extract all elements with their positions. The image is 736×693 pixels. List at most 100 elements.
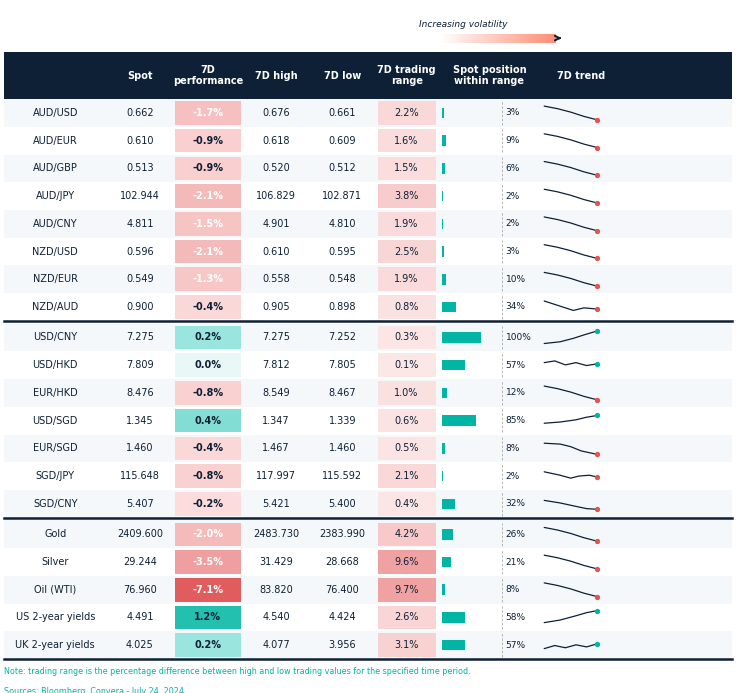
Bar <box>530 34 532 43</box>
Bar <box>378 606 436 629</box>
Text: Spot: Spot <box>127 71 152 80</box>
Bar <box>442 443 445 454</box>
Text: -0.4%: -0.4% <box>192 302 224 312</box>
Text: 0.905: 0.905 <box>262 302 290 312</box>
Bar <box>442 584 445 595</box>
Bar <box>4 155 732 182</box>
Bar <box>489 34 491 43</box>
Text: -3.5%: -3.5% <box>192 557 224 567</box>
Text: 4.901: 4.901 <box>262 219 290 229</box>
Bar <box>4 293 732 321</box>
Bar <box>378 157 436 180</box>
Bar <box>491 34 493 43</box>
Text: -1.5%: -1.5% <box>192 219 224 229</box>
Bar <box>442 34 444 43</box>
Text: 21%: 21% <box>506 558 526 566</box>
Bar <box>517 34 518 43</box>
Bar <box>446 34 447 43</box>
Bar <box>481 34 483 43</box>
Text: 7.275: 7.275 <box>126 333 154 342</box>
Bar <box>514 34 517 43</box>
Bar <box>4 52 732 99</box>
Bar <box>553 34 556 43</box>
Text: USD/HKD: USD/HKD <box>32 360 78 370</box>
Bar <box>461 34 464 43</box>
Bar <box>442 529 453 540</box>
Text: 0.2%: 0.2% <box>194 640 222 650</box>
Bar <box>536 34 538 43</box>
Text: USD/CNY: USD/CNY <box>33 333 77 342</box>
Text: 4.491: 4.491 <box>126 613 154 622</box>
Text: 7.252: 7.252 <box>328 333 356 342</box>
Bar <box>523 34 524 43</box>
Text: 2409.600: 2409.600 <box>117 529 163 539</box>
Bar <box>442 301 456 313</box>
Text: 0.610: 0.610 <box>262 247 290 256</box>
Text: 1.2%: 1.2% <box>194 613 222 622</box>
Text: 0.512: 0.512 <box>328 164 356 173</box>
Text: 8%: 8% <box>506 586 520 594</box>
Text: 106.829: 106.829 <box>256 191 296 201</box>
Bar <box>544 34 546 43</box>
Text: 1.9%: 1.9% <box>394 219 419 229</box>
Text: 7.275: 7.275 <box>262 333 290 342</box>
Bar <box>470 34 471 43</box>
Bar <box>442 471 443 482</box>
Text: 0.1%: 0.1% <box>394 360 419 370</box>
Text: 8.549: 8.549 <box>262 388 290 398</box>
Bar <box>4 407 732 435</box>
Text: 1.467: 1.467 <box>262 444 290 453</box>
Bar <box>442 612 465 623</box>
Bar <box>4 576 732 604</box>
Bar <box>540 34 542 43</box>
Text: 29.244: 29.244 <box>123 557 157 567</box>
Bar <box>475 34 477 43</box>
Bar <box>534 34 536 43</box>
Bar <box>464 34 465 43</box>
Bar <box>453 34 456 43</box>
Bar <box>175 464 241 488</box>
Bar <box>378 409 436 432</box>
Text: 3.8%: 3.8% <box>394 191 419 201</box>
Bar <box>550 34 552 43</box>
Text: 0.900: 0.900 <box>126 302 154 312</box>
Bar <box>442 387 447 398</box>
Text: AUD/USD: AUD/USD <box>32 108 78 118</box>
Bar <box>442 640 464 651</box>
Text: 1.339: 1.339 <box>328 416 356 426</box>
Bar <box>442 498 455 509</box>
Text: 115.648: 115.648 <box>120 471 160 481</box>
Bar <box>175 606 241 629</box>
Bar <box>4 490 732 518</box>
Bar <box>378 295 436 319</box>
Text: Note: trading range is the percentage difference between high and low trading va: Note: trading range is the percentage di… <box>4 667 470 676</box>
Bar <box>175 295 241 319</box>
Text: UK 2-year yields: UK 2-year yields <box>15 640 95 650</box>
Bar <box>447 34 450 43</box>
Bar <box>495 34 497 43</box>
Bar <box>378 550 436 574</box>
Text: 32%: 32% <box>506 500 526 508</box>
Text: 2483.730: 2483.730 <box>253 529 299 539</box>
Bar <box>465 34 467 43</box>
Bar <box>440 34 442 43</box>
Bar <box>477 34 479 43</box>
Text: 1.460: 1.460 <box>126 444 154 453</box>
Bar <box>509 34 511 43</box>
Text: NZD/EUR: NZD/EUR <box>32 274 78 284</box>
Text: 0.548: 0.548 <box>328 274 356 284</box>
Text: -7.1%: -7.1% <box>192 585 224 595</box>
Text: 0.4%: 0.4% <box>394 499 419 509</box>
Text: 0.558: 0.558 <box>262 274 290 284</box>
Text: Sources: Bloomberg, Convera - July 24, 2024: Sources: Bloomberg, Convera - July 24, 2… <box>4 687 183 693</box>
Bar <box>442 107 444 119</box>
Text: -0.9%: -0.9% <box>192 136 224 146</box>
Bar <box>511 34 512 43</box>
Bar <box>471 34 473 43</box>
Text: 102.944: 102.944 <box>120 191 160 201</box>
Text: 10%: 10% <box>506 275 526 283</box>
Text: 4.424: 4.424 <box>328 613 356 622</box>
Bar <box>442 415 475 426</box>
Text: 2.1%: 2.1% <box>394 471 419 481</box>
Text: 2%: 2% <box>506 192 520 200</box>
